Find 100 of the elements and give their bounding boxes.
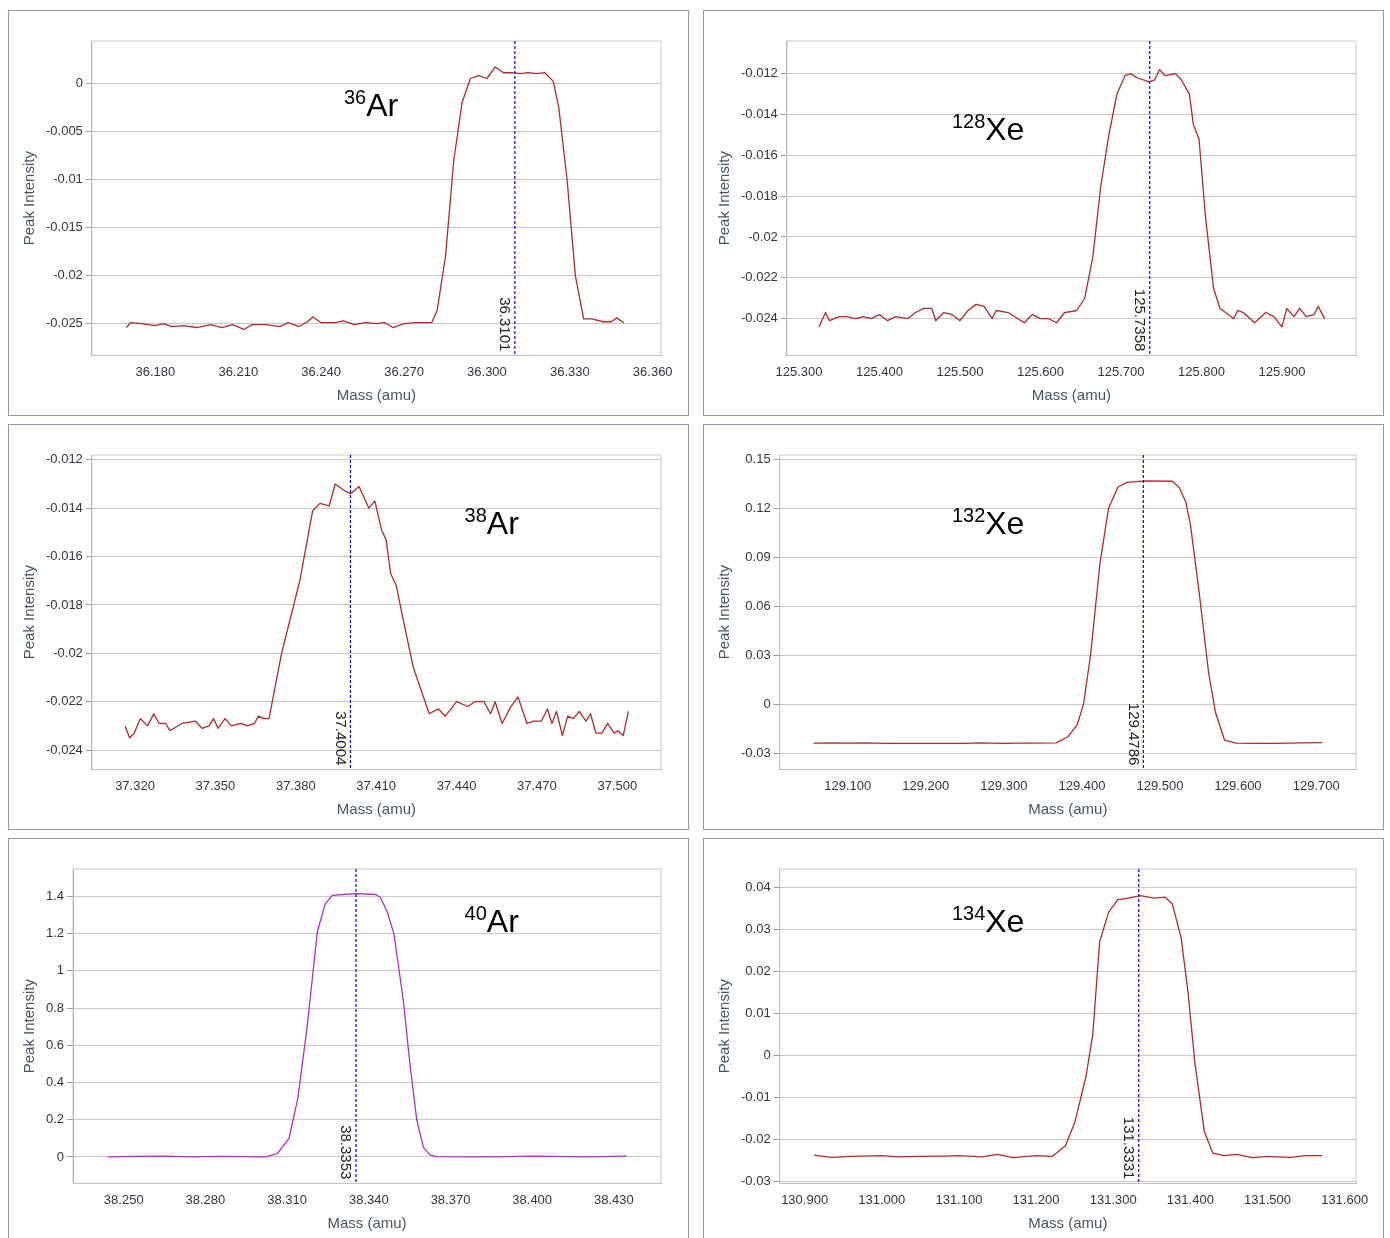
x-tick-label: 38.400: [512, 1191, 553, 1207]
y-tick-label: -0.022: [45, 693, 83, 709]
y-tick-label: -0.02: [740, 1131, 771, 1147]
x-tick-label: 129.500: [1136, 777, 1184, 793]
x-tick-label: 131.600: [1321, 1191, 1369, 1207]
ref-line-label: 131.3331: [1121, 1116, 1139, 1180]
x-tick-label: 36.360: [632, 363, 673, 379]
annotation: $^{128}$Xe: [951, 110, 1025, 148]
x-tick-label: 36.330: [549, 363, 590, 379]
y-tick-label: -0.016: [740, 146, 778, 162]
x-tick-label: 37.500: [597, 777, 638, 793]
y-tick-label: 0.06: [745, 597, 771, 613]
x-tick-label: 37.320: [115, 777, 155, 793]
y-axis-title: Peak Intensity: [715, 150, 733, 246]
y-axis-title: Peak Intensity: [20, 150, 38, 246]
y-tick-label: -0.02: [53, 267, 83, 283]
y-tick-label: -0.014: [740, 106, 778, 122]
y-tick-label: -0.005: [45, 122, 83, 138]
y-tick-label: 0.8: [45, 999, 65, 1015]
y-tick-label: -0.02: [748, 228, 778, 244]
y-tick-label: 0: [75, 74, 83, 90]
y-tick-label: 0.2: [45, 1111, 65, 1127]
x-tick-label: 131.100: [935, 1191, 983, 1207]
y-tick-label: -0.03: [740, 744, 771, 760]
y-axis-title: Peak Intensity: [20, 978, 38, 1074]
x-tick-label: 125.800: [1177, 363, 1225, 379]
x-tick-label: 131.200: [1012, 1191, 1060, 1207]
x-tick-label: 36.180: [135, 363, 176, 379]
y-tick-label: 0: [56, 1148, 65, 1164]
x-tick-label: 129.600: [1214, 777, 1262, 793]
y-tick-label: 0.6: [45, 1036, 65, 1052]
x-tick-label: 38.310: [267, 1191, 307, 1207]
y-tick-label: -0.024: [45, 741, 83, 757]
x-tick-label: 125.900: [1258, 363, 1306, 379]
x-tick-label: 129.400: [1058, 777, 1106, 793]
x-tick-label: 130.900: [781, 1191, 829, 1207]
y-tick-label: 1: [56, 962, 65, 978]
x-tick-label: 37.410: [356, 777, 397, 793]
y-tick-label: 0.12: [745, 500, 771, 516]
x-tick-label: 38.370: [430, 1191, 471, 1207]
annotation: $^{132}$Xe: [951, 504, 1025, 542]
annotation: $^{40}$Ar: [464, 902, 519, 941]
x-tick-label: 131.000: [858, 1191, 906, 1207]
y-tick-label: -0.025: [45, 315, 83, 331]
y-tick-label: 1.4: [45, 887, 65, 903]
y-tick-label: 0.02: [745, 962, 771, 978]
y-axis-title: Peak Intensity: [20, 564, 38, 660]
x-tick-label: 36.210: [218, 363, 259, 379]
y-tick-label: 1.2: [45, 925, 65, 941]
x-tick-label: 38.430: [594, 1191, 634, 1207]
x-tick-label: 37.470: [517, 777, 557, 793]
y-tick-label: -0.018: [45, 596, 83, 612]
annotation: $^{38}$Ar: [464, 504, 519, 542]
x-axis-title: Mass (amu): [1028, 1214, 1108, 1232]
y-tick-label: -0.03: [740, 1173, 771, 1189]
x-tick-label: 125.700: [1097, 363, 1145, 379]
y-tick-label: 0.03: [745, 920, 771, 936]
annotation: $^{36}$Ar: [344, 86, 399, 124]
y-tick-label: 0: [763, 695, 771, 711]
y-tick-label: -0.01: [53, 171, 83, 187]
x-tick-label: 129.700: [1292, 777, 1340, 793]
y-tick-label: 0: [763, 1047, 771, 1063]
x-tick-label: 37.380: [275, 777, 316, 793]
x-tick-label: 37.440: [436, 777, 477, 793]
ref-line-label: 38.3353: [338, 1125, 356, 1180]
y-axis-title: Peak Intensity: [715, 978, 733, 1074]
y-tick-label: -0.01: [740, 1089, 771, 1105]
y-tick-label: 0.4: [45, 1074, 65, 1090]
x-tick-label: 38.280: [185, 1191, 226, 1207]
x-axis-title: Mass (amu): [1028, 800, 1108, 818]
x-tick-label: 125.500: [936, 363, 984, 379]
x-tick-label: 36.270: [384, 363, 424, 379]
x-tick-label: 36.240: [301, 363, 342, 379]
ref-line-label: 125.7358: [1132, 288, 1150, 352]
y-tick-label: 0.09: [745, 548, 771, 564]
x-tick-label: 125.300: [775, 363, 823, 379]
x-tick-label: 131.400: [1166, 1191, 1214, 1207]
y-tick-label: -0.024: [740, 310, 778, 326]
ref-line-label: 37.4004: [332, 711, 350, 766]
y-tick-label: 0.01: [745, 1004, 771, 1020]
x-tick-label: 38.250: [103, 1191, 144, 1207]
ref-line-label: 36.3101: [497, 297, 515, 352]
y-axis-title: Peak Intensity: [715, 564, 733, 660]
y-tick-label: 0.04: [745, 878, 771, 894]
x-tick-label: 125.400: [855, 363, 903, 379]
x-axis-title: Mass (amu): [336, 386, 417, 404]
x-tick-label: 129.100: [824, 777, 872, 793]
x-tick-label: 131.500: [1244, 1191, 1292, 1207]
x-tick-label: 36.300: [467, 363, 507, 379]
y-tick-label: 0.03: [745, 646, 771, 662]
x-axis-title: Mass (amu): [1031, 386, 1112, 404]
y-tick-label: -0.022: [740, 269, 778, 285]
x-axis-title: Mass (amu): [327, 1214, 407, 1232]
x-tick-label: 129.200: [902, 777, 950, 793]
annotation: $^{134}$Xe: [951, 902, 1025, 941]
y-tick-label: -0.012: [740, 65, 778, 81]
x-tick-label: 125.600: [1016, 363, 1064, 379]
x-tick-label: 37.350: [195, 777, 236, 793]
y-tick-label: -0.018: [740, 187, 778, 203]
x-tick-label: 38.340: [348, 1191, 389, 1207]
